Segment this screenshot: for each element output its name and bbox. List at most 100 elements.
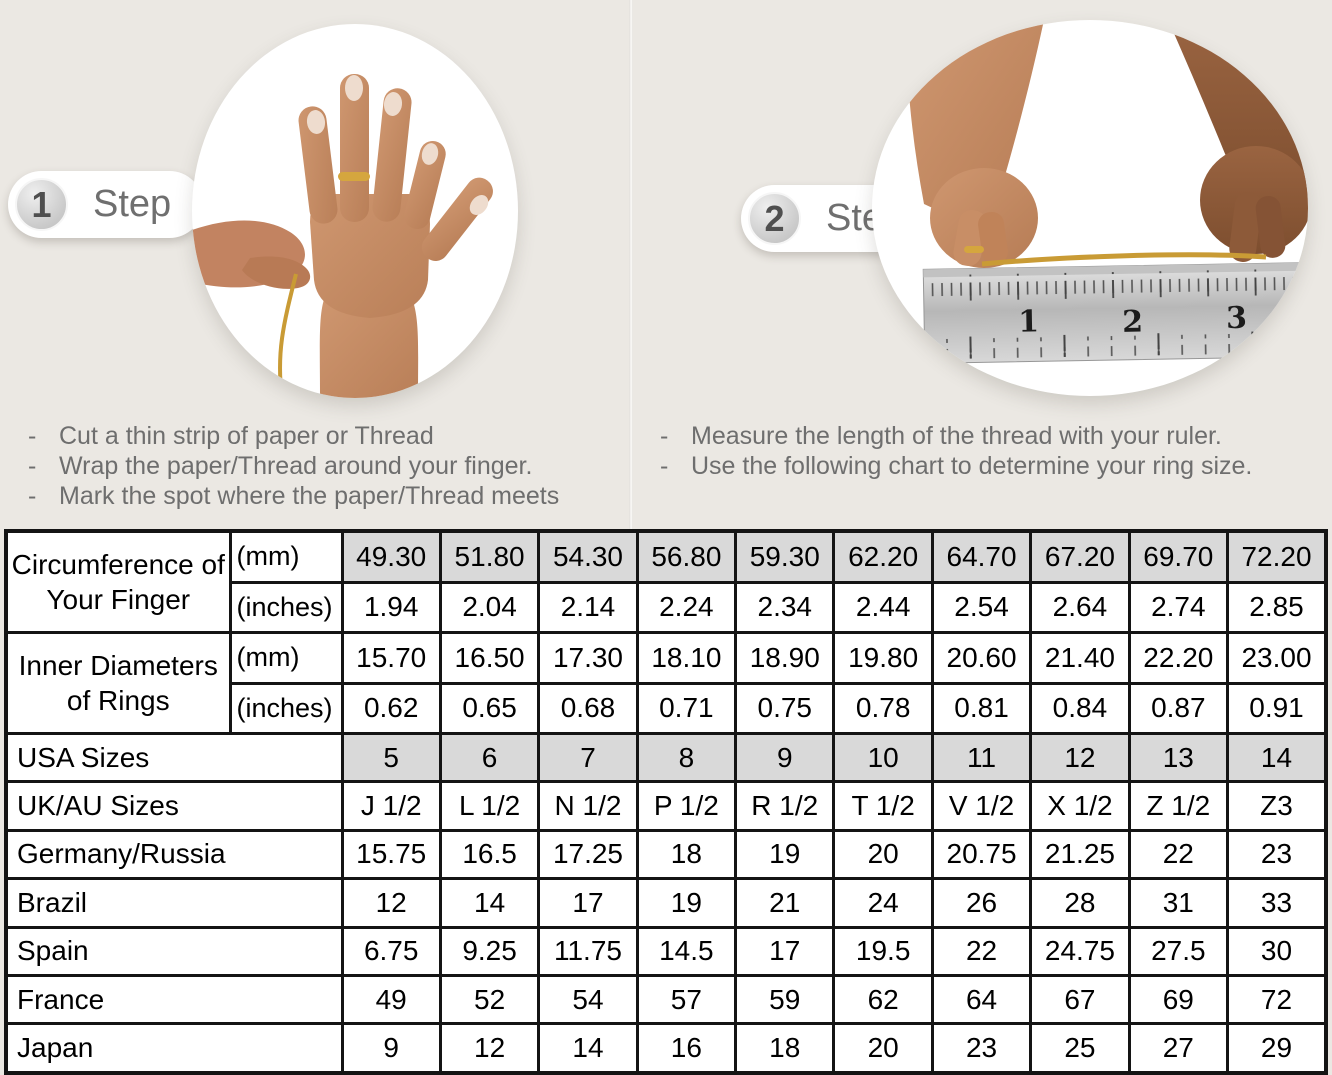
size-value-cell: 0.87 bbox=[1127, 681, 1230, 736]
size-value-cell: 0.91 bbox=[1226, 681, 1328, 736]
step-1-panel: 1 Step bbox=[0, 0, 629, 529]
size-value-cell: 5 bbox=[340, 732, 442, 784]
step-1-photo bbox=[192, 24, 518, 398]
instruction-section: 1 Step bbox=[0, 0, 1332, 529]
size-value-cell: 72.20 bbox=[1226, 529, 1328, 584]
size-value-cell: 25 bbox=[1029, 1022, 1131, 1075]
thread-line bbox=[277, 273, 298, 398]
size-system-label: USA Sizes bbox=[4, 732, 344, 784]
size-value-cell: 26 bbox=[930, 877, 1033, 929]
size-value-cell: 67 bbox=[1029, 973, 1131, 1026]
size-value-cell: 12 bbox=[438, 1022, 541, 1075]
measuring-illustration: 1 2 3 bbox=[906, 20, 1308, 364]
size-system-label: UK/AU Sizes bbox=[4, 780, 344, 832]
size-value-cell: 16.5 bbox=[438, 828, 541, 881]
size-value-cell: 57 bbox=[635, 973, 738, 1026]
size-value-cell: 20 bbox=[832, 828, 934, 881]
size-value-cell: Z 1/2 bbox=[1127, 780, 1230, 832]
thread-line bbox=[981, 252, 1267, 267]
row-group-label: Circumference of Your Finger bbox=[4, 529, 232, 635]
size-value-cell: X 1/2 bbox=[1029, 780, 1131, 832]
size-value-cell: 19 bbox=[635, 877, 738, 929]
size-value-cell: 0.65 bbox=[438, 681, 541, 736]
size-value-cell: 18.90 bbox=[734, 631, 836, 685]
instruction-item: - Use the following chart to determine yo… bbox=[660, 451, 1328, 481]
size-value-cell: 14.5 bbox=[635, 925, 738, 977]
size-value-cell: 12 bbox=[340, 877, 442, 929]
size-value-cell: 52 bbox=[438, 973, 541, 1026]
step-1-instructions: - Cut a thin strip of paper or Thread - Wra… bbox=[28, 421, 624, 511]
size-value-cell: 0.75 bbox=[734, 681, 836, 736]
size-value-cell: 21.40 bbox=[1029, 631, 1131, 685]
size-value-cell: 8 bbox=[635, 732, 738, 784]
size-value-cell: 69 bbox=[1127, 973, 1230, 1026]
step-2-photo: 1 2 3 bbox=[872, 20, 1308, 396]
size-value-cell: 29 bbox=[1226, 1022, 1328, 1075]
size-value-cell: 62 bbox=[832, 973, 934, 1026]
table-row: (inches) 1.94 2.04 2.14 2.24 2.34 2.44 2.54 2.64… bbox=[6, 580, 1328, 635]
step-1-number-badge: 1 bbox=[15, 178, 68, 231]
bullet-dash: - bbox=[660, 422, 669, 450]
size-value-cell: T 1/2 bbox=[832, 780, 934, 832]
table-row: UK/AU Sizes J 1/2 L 1/2 N 1/2 P 1/2 R 1/2 T 1/… bbox=[4, 780, 1328, 832]
bullet-dash: - bbox=[28, 422, 37, 450]
size-system-label: Japan bbox=[4, 1022, 344, 1075]
bullet-dash: - bbox=[28, 452, 37, 480]
size-value-cell: 2.64 bbox=[1029, 580, 1131, 635]
instruction-item: - Wrap the paper/Thread around your finge… bbox=[28, 451, 624, 481]
size-value-cell: 2.14 bbox=[537, 580, 639, 635]
size-value-cell: 21 bbox=[734, 877, 836, 929]
step-2-panel: 2 Step bbox=[633, 0, 1332, 529]
ruler-number-2: 2 bbox=[1122, 305, 1143, 340]
size-value-cell: 19.80 bbox=[832, 631, 934, 685]
table-row: Brazil 12 14 17 19 21 24 26 28 31 33 bbox=[4, 877, 1328, 929]
instruction-item: - Cut a thin strip of paper or Thread bbox=[28, 421, 624, 451]
row-group-label: Inner Diameters of Rings bbox=[4, 631, 232, 736]
size-value-cell: 51.80 bbox=[438, 529, 541, 584]
size-value-cell: 59.30 bbox=[734, 529, 836, 584]
size-value-cell: 0.62 bbox=[340, 681, 442, 736]
size-value-cell: 2.44 bbox=[832, 580, 934, 635]
size-value-cell: J 1/2 bbox=[340, 780, 442, 832]
step-1-badge: 1 Step bbox=[8, 171, 204, 238]
size-value-cell: 22 bbox=[930, 925, 1033, 977]
size-value-cell: 13 bbox=[1127, 732, 1230, 784]
size-value-cell: 23.00 bbox=[1226, 631, 1328, 685]
size-value-cell: 0.78 bbox=[832, 681, 934, 736]
ring-size-table-body: Circumference of Your Finger (mm) 49.30 51.… bbox=[4, 529, 1328, 1075]
bullet-dash: - bbox=[660, 452, 669, 480]
size-value-cell: 16.50 bbox=[438, 631, 541, 685]
size-value-cell: 11.75 bbox=[537, 925, 639, 977]
instruction-text: Wrap the paper/Thread around your finger… bbox=[59, 452, 533, 480]
instruction-item: - Measure the length of the thread with y… bbox=[660, 421, 1328, 451]
size-value-cell: 20 bbox=[832, 1022, 934, 1075]
size-value-cell: R 1/2 bbox=[734, 780, 836, 832]
size-value-cell: 0.84 bbox=[1029, 681, 1131, 736]
unit-label: (mm) bbox=[228, 631, 344, 685]
size-value-cell: 11 bbox=[930, 732, 1033, 784]
size-value-cell: 49 bbox=[340, 973, 442, 1026]
ruler-number-3: 3 bbox=[1226, 301, 1247, 336]
thread-ring bbox=[338, 172, 370, 181]
size-value-cell: N 1/2 bbox=[537, 780, 639, 832]
size-value-cell: 2.34 bbox=[734, 580, 836, 635]
unit-label: (inches) bbox=[228, 681, 344, 736]
size-value-cell: 72 bbox=[1226, 973, 1328, 1026]
size-value-cell: 59 bbox=[734, 973, 836, 1026]
size-value-cell: 56.80 bbox=[635, 529, 738, 584]
size-system-label: France bbox=[4, 973, 344, 1026]
table-row: Germany/Russia 15.75 16.5 17.25 18 19 20 20.75 2… bbox=[4, 828, 1328, 881]
size-value-cell: 19.5 bbox=[832, 925, 934, 977]
size-value-cell: 22.20 bbox=[1127, 631, 1230, 685]
bullet-dash: - bbox=[28, 482, 37, 510]
size-value-cell: 12 bbox=[1029, 732, 1131, 784]
size-value-cell: 6 bbox=[438, 732, 541, 784]
left-hand bbox=[906, 20, 1044, 268]
size-value-cell: Z3 bbox=[1226, 780, 1328, 832]
size-value-cell: 18 bbox=[734, 1022, 836, 1075]
size-value-cell: 14 bbox=[537, 1022, 639, 1075]
size-value-cell: 17 bbox=[734, 925, 836, 977]
size-value-cell: 17.30 bbox=[537, 631, 639, 685]
size-value-cell: L 1/2 bbox=[438, 780, 541, 832]
